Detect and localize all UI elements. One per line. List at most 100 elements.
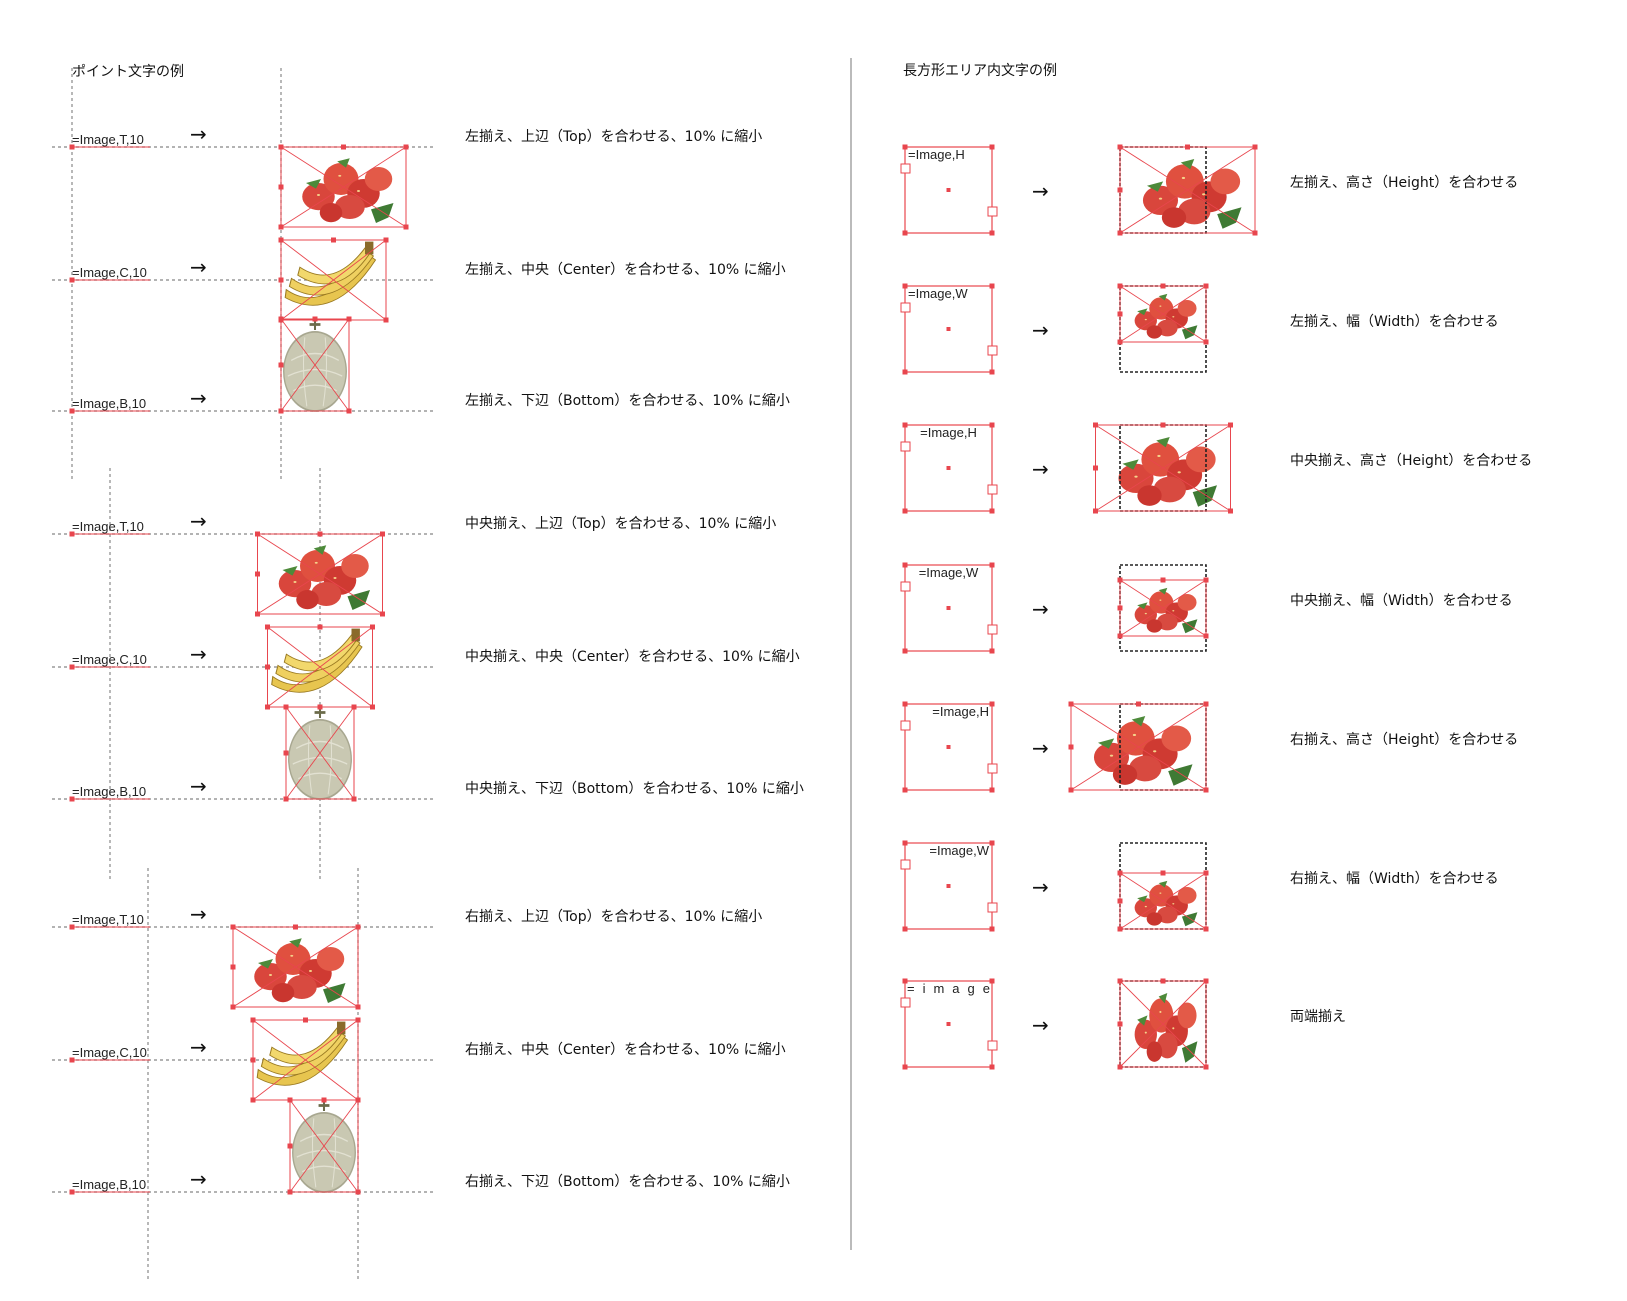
anchor-handle — [355, 1189, 361, 1195]
anchor-handle — [278, 277, 284, 283]
description-text: 左揃え、上辺（Top）を合わせる、10% に縮小 — [465, 129, 762, 145]
formula-text: =Image,B,10 — [72, 1177, 146, 1192]
image-selection — [278, 237, 389, 323]
strawberry-image — [278, 545, 370, 610]
arrow-glyph: → — [1032, 597, 1049, 621]
placeholder-cross — [285, 706, 355, 800]
anchor-handle — [1117, 1021, 1123, 1027]
placeholder-cross — [280, 146, 407, 228]
anchor-handle — [255, 531, 260, 537]
anchor-handle — [346, 408, 352, 414]
image-selection — [287, 1097, 361, 1195]
result-frame — [1068, 701, 1209, 793]
result-frame — [1093, 422, 1233, 514]
anchor-handle — [69, 1057, 75, 1063]
anchor-handle — [283, 750, 289, 756]
formula-text: = i m a g e — [907, 981, 990, 996]
anchor-handle — [1252, 230, 1258, 236]
center-point — [946, 1022, 951, 1026]
image-selection — [1117, 283, 1209, 345]
anchor-handle — [989, 283, 995, 289]
area-frame — [904, 146, 993, 234]
anchor-handle — [1203, 701, 1209, 707]
anchor-handle — [1203, 926, 1209, 932]
anchor-handle — [380, 531, 385, 537]
anchor-handle — [1228, 508, 1233, 514]
anchor-handle — [1252, 144, 1258, 150]
anchor-handle — [1068, 787, 1074, 793]
anchor-handle — [989, 787, 995, 793]
anchor-handle — [383, 317, 389, 323]
image-selection — [1068, 701, 1209, 793]
anchor-handle — [989, 978, 995, 984]
placed-image — [251, 1018, 361, 1103]
strawberry-image — [1134, 880, 1198, 927]
anchor-handle — [1117, 577, 1123, 583]
text-area-frame — [900, 701, 998, 793]
anchor-handle — [1203, 339, 1209, 345]
description-text: 中央揃え、幅（Width）を合わせる — [1290, 593, 1513, 609]
anchor-handle — [250, 1017, 256, 1023]
anchor-handle — [69, 1189, 75, 1195]
formula-text: =Image,T,10 — [72, 132, 144, 147]
anchor-handle — [278, 408, 284, 414]
image-selection — [255, 531, 385, 617]
anchor-handle — [989, 1064, 995, 1070]
anchor-handle — [989, 648, 995, 654]
placeholder-cross — [252, 1019, 359, 1101]
image-selection — [278, 144, 409, 230]
result-frame — [1117, 564, 1209, 652]
strawberry-image — [1134, 293, 1198, 340]
text-area-frame — [900, 144, 998, 236]
out-port — [987, 484, 998, 495]
formula-text: =Image,W — [908, 286, 968, 301]
text-area-frame — [900, 562, 998, 654]
anchor-handle — [1117, 870, 1123, 876]
anchor-handle — [278, 224, 284, 230]
banana-image — [257, 1022, 347, 1086]
anchor-handle — [902, 1064, 908, 1070]
strawberry-image — [1134, 993, 1198, 1063]
area-frame — [904, 424, 993, 512]
placeholder-cross — [1119, 146, 1256, 234]
anchor-handle — [69, 408, 75, 414]
placed-image — [279, 317, 352, 414]
anchor-handle — [1228, 422, 1233, 428]
anchor-handle — [902, 230, 908, 236]
anchor-handle — [403, 224, 409, 230]
anchor-handle — [317, 624, 323, 630]
anchor-handle — [1117, 230, 1123, 236]
anchor-handle — [317, 531, 323, 537]
anchor-handle — [989, 926, 995, 932]
arrow-glyph: → — [1032, 1013, 1049, 1037]
anchor-handle — [230, 924, 236, 930]
anchor-handle — [303, 1017, 308, 1023]
placeholder-cross — [1119, 285, 1207, 343]
anchor-handle — [1117, 898, 1123, 904]
placeholder-cross — [257, 533, 383, 615]
result-frame — [1117, 144, 1258, 236]
anchor-handle — [250, 1097, 256, 1103]
out-port — [987, 1040, 998, 1051]
image-selection — [230, 924, 361, 1010]
anchor-handle — [902, 422, 908, 428]
image-selection — [250, 1017, 361, 1103]
area-frame — [904, 285, 993, 373]
anchor-handle — [1117, 926, 1123, 932]
out-port — [987, 206, 998, 217]
out-port — [987, 345, 998, 356]
description-text: 中央揃え、下辺（Bottom）を合わせる、10% に縮小 — [465, 781, 804, 797]
result-frame — [1117, 978, 1209, 1070]
formula-text: =Image,H — [908, 147, 965, 162]
description-text: 右揃え、上辺（Top）を合わせる、10% に縮小 — [465, 909, 762, 925]
in-port — [900, 441, 911, 452]
description-text: 両端揃え — [1290, 1009, 1346, 1025]
formula-text: =Image,W — [919, 565, 979, 580]
anchor-handle — [1203, 283, 1209, 289]
placed-image — [288, 1098, 361, 1195]
anchor-handle — [902, 648, 908, 654]
melon-image — [289, 709, 352, 799]
anchor-handle — [1136, 701, 1141, 707]
anchor-handle — [1203, 870, 1209, 876]
formula-text: =Image,C,10 — [72, 265, 147, 280]
